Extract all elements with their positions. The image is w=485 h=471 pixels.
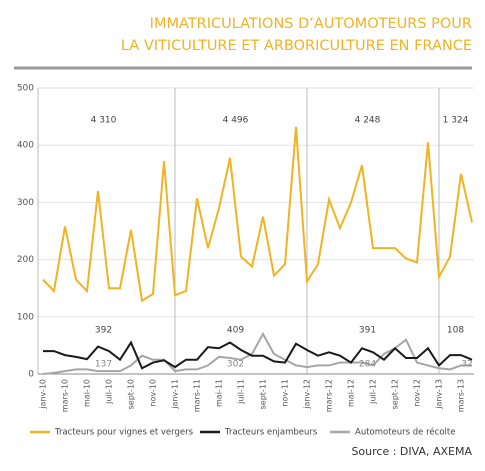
- year-total: 302: [227, 360, 244, 370]
- x-tick-label: janv-13: [435, 379, 444, 410]
- year-total: 4 496: [223, 116, 249, 126]
- source: Source : DIVA, AXEMA: [351, 445, 472, 458]
- x-tick-label: nov-10: [149, 379, 158, 407]
- x-tick-label: mars-11: [193, 379, 202, 412]
- x-tick-label: nov-12: [413, 379, 422, 407]
- series-line: [42, 126, 473, 303]
- y-tick-label: 200: [17, 255, 34, 265]
- x-tick-label: janv-12: [303, 379, 312, 410]
- x-tick-label: juil-12: [369, 379, 378, 405]
- y-tick-label: 500: [17, 84, 34, 94]
- x-tick-label: mars-10: [61, 379, 70, 412]
- x-tick-label: janv-10: [39, 379, 48, 410]
- year-total: 409: [227, 326, 244, 336]
- x-tick-label: mai-12: [347, 379, 356, 407]
- y-tick-label: 400: [17, 141, 34, 151]
- year-total: 284: [359, 360, 376, 370]
- year-total: 4 310: [91, 116, 117, 126]
- series-line: [43, 340, 473, 370]
- year-total: 4 248: [355, 116, 381, 126]
- year-total: 137: [95, 360, 112, 370]
- legend-label: Tracteurs enjambeurs: [224, 428, 318, 438]
- chart-title: IMMATRICULATIONS D’AUTOMOTEURS POUR: [150, 16, 472, 32]
- chart-title: LA VITICULTURE ET ARBORICULTURE EN FRANC…: [121, 38, 472, 54]
- year-total: 1 324: [443, 116, 469, 126]
- x-tick-label: mai-11: [215, 379, 224, 407]
- year-total: 391: [359, 326, 376, 336]
- x-tick-label: mars-13: [457, 379, 466, 412]
- y-tick-label: 100: [17, 312, 34, 322]
- x-tick-label: sept-11: [259, 379, 268, 409]
- x-tick-label: sept-12: [391, 379, 400, 409]
- legend-label: Tracteurs pour vignes et vergers: [54, 428, 194, 438]
- year-total: 392: [95, 326, 112, 336]
- series-line: [42, 331, 472, 375]
- x-tick-label: sept-10: [127, 379, 136, 409]
- x-tick-label: mai-10: [83, 379, 92, 407]
- x-tick-label: juil-11: [237, 379, 246, 405]
- y-tick-label: 0: [28, 370, 34, 380]
- x-tick-label: janv-11: [171, 379, 180, 410]
- legend-label: Automoteurs de récolte: [355, 427, 455, 438]
- year-total: 108: [447, 326, 464, 336]
- x-tick-label: mars-12: [325, 379, 334, 412]
- year-total: 32: [461, 360, 472, 370]
- y-tick-label: 300: [17, 198, 34, 208]
- x-tick-label: juil-10: [105, 379, 114, 405]
- x-tick-label: nov-11: [281, 379, 290, 407]
